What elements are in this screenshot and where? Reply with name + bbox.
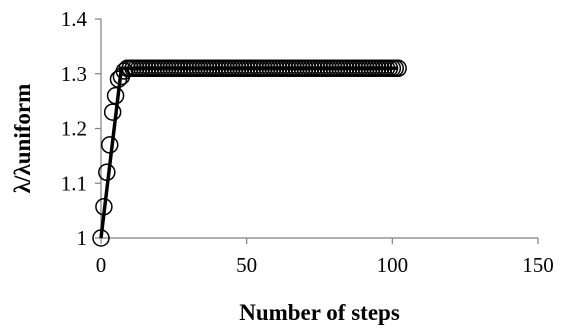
y-axis-title: λ/λuniform — [10, 84, 35, 194]
x-tick-label: 0 — [96, 253, 107, 277]
series-line — [99, 66, 399, 239]
data-point — [92, 229, 110, 247]
data-point — [98, 163, 116, 182]
x-tick-label: 100 — [377, 253, 409, 277]
tick-labels: 0 50 100 150 1 1.1 1.2 1.3 1.4 — [61, 7, 554, 277]
y-tick-label: 1.3 — [61, 62, 87, 86]
y-tick-label: 1.4 — [61, 7, 88, 31]
x-axis-title: Number of steps — [239, 300, 400, 325]
data-point — [95, 198, 113, 216]
data-point — [100, 136, 119, 154]
y-tick-label: 1 — [77, 226, 88, 250]
series-points-group — [92, 59, 407, 247]
data-point — [389, 59, 407, 78]
x-tick-label: 50 — [236, 253, 257, 277]
x-tick-label: 150 — [522, 253, 554, 277]
axes — [95, 18, 539, 244]
data-point — [103, 103, 122, 121]
y-tick-label: 1.1 — [61, 171, 87, 195]
data-point — [106, 86, 125, 105]
y-tick-label: 1.2 — [61, 117, 87, 141]
series-line-group — [99, 66, 399, 239]
